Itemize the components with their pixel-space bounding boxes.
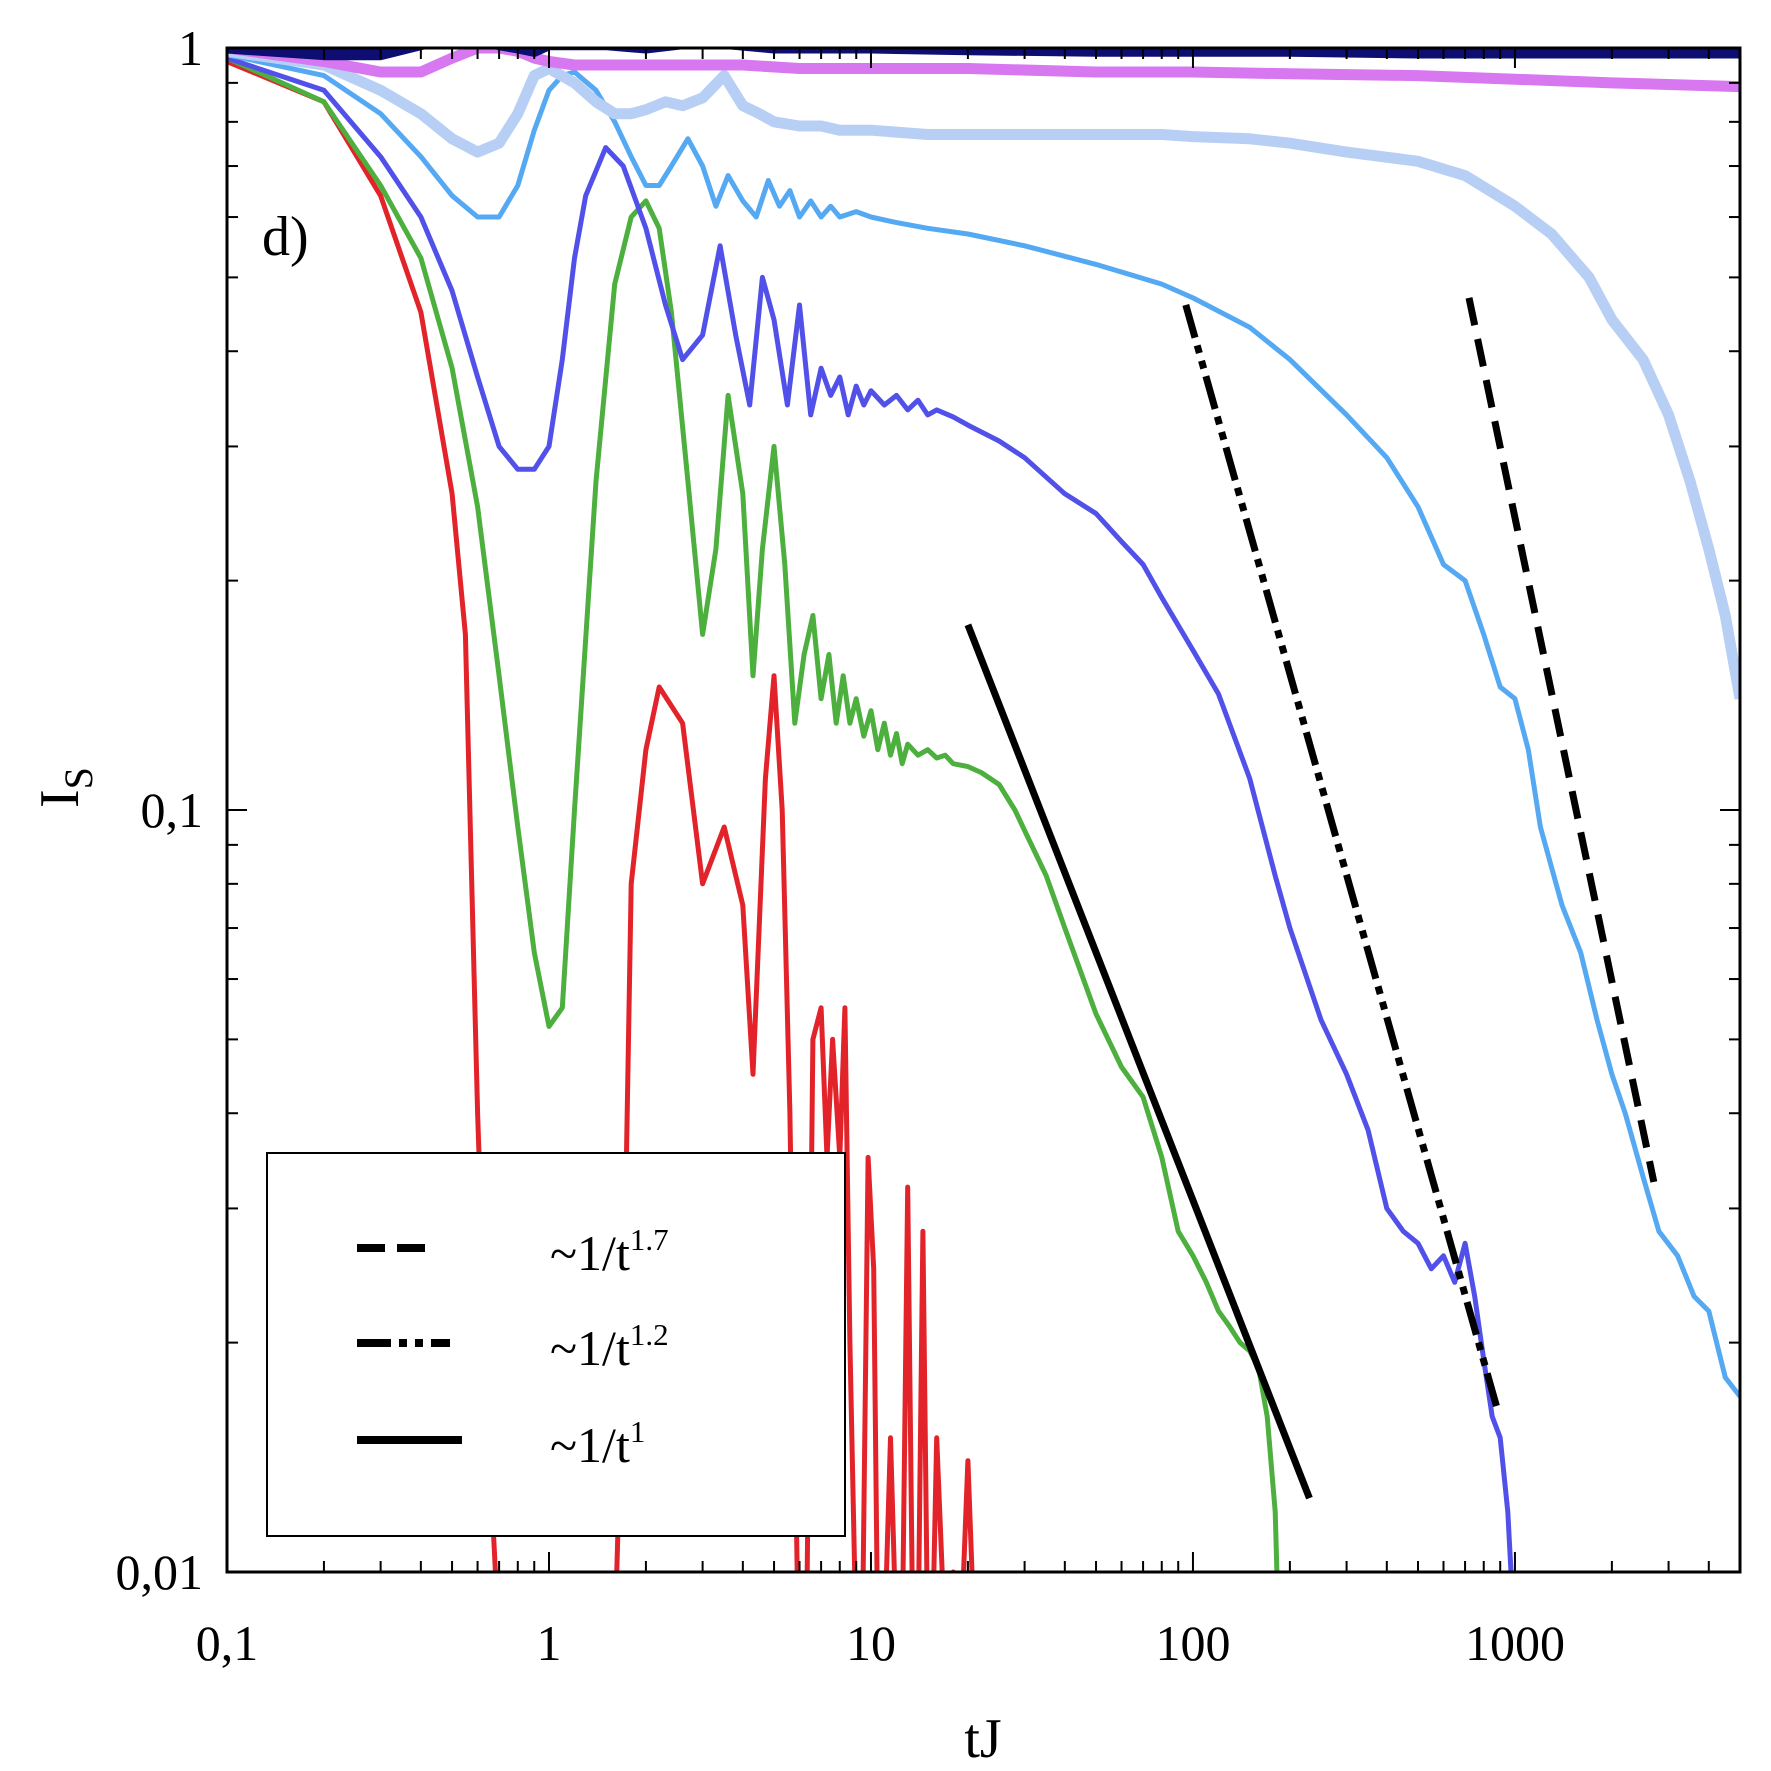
y-axis-subscript: S xyxy=(56,767,101,789)
x-tick-label: 10 xyxy=(846,1615,896,1671)
x-tick-label: 0,1 xyxy=(196,1615,259,1671)
y-axis-title: IS xyxy=(29,767,101,808)
panel-label: d) xyxy=(262,206,309,268)
fit-layer xyxy=(964,297,1658,1500)
x-tick-label: 1 xyxy=(536,1615,561,1671)
legend-entry-1: ~1/t1.7 xyxy=(550,1222,669,1281)
legend: ~1/t1.7 ~1/t1.2 ~1/t1 xyxy=(266,1152,846,1537)
series-line-7 xyxy=(227,48,1740,61)
legend-entry-2: ~1/t1.2 xyxy=(550,1317,669,1376)
series-line-2 xyxy=(227,55,1280,1572)
y-axis-label: I xyxy=(29,789,91,808)
y-tick-label: 0,1 xyxy=(141,782,204,838)
series-line-1 xyxy=(227,59,982,1572)
series-layer xyxy=(227,48,1740,1572)
fit-line-solid xyxy=(964,623,1313,1500)
series-line-5 xyxy=(227,48,1740,700)
series-line-3 xyxy=(227,55,1514,1572)
series-line-4 xyxy=(227,52,1740,1398)
svg-text:IS: IS xyxy=(29,767,101,808)
x-tick-label: 1000 xyxy=(1465,1615,1565,1671)
x-tick-label: 100 xyxy=(1155,1615,1230,1671)
y-tick-label: 0,01 xyxy=(116,1544,204,1600)
series-line-6 xyxy=(227,48,1740,93)
legend-entry-3: ~1/t1 xyxy=(550,1414,645,1473)
tick-layer: 0,1 1 10 100 1000 0,01 0,1 1 xyxy=(116,20,1741,1671)
y-tick-label: 1 xyxy=(178,20,203,76)
fit-line-dashdotdot xyxy=(1182,304,1501,1410)
x-axis-label: tJ xyxy=(964,1708,1001,1770)
fit-line-dashed xyxy=(1465,297,1658,1183)
